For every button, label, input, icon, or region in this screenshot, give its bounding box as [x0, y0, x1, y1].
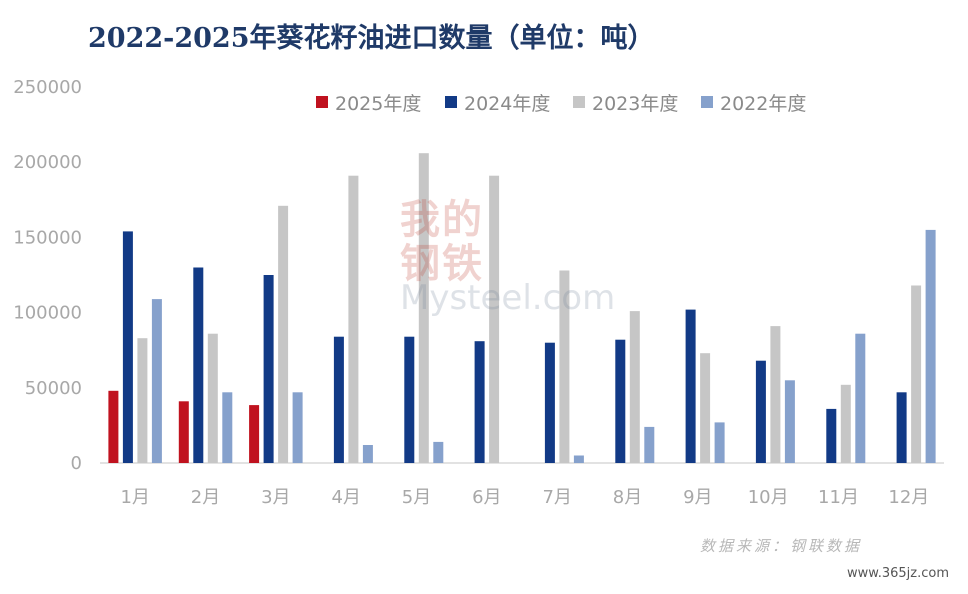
- x-tick-label: 7月: [542, 487, 571, 508]
- bar-2022年度-12月: [925, 229, 936, 463]
- x-tick-label: 5月: [402, 487, 431, 508]
- bar-2022年度-4月: [362, 445, 373, 463]
- chart-title: 2022-2025年葵花籽油进口数量（单位：吨）: [88, 23, 655, 54]
- bar-2023年度-9月: [700, 353, 711, 463]
- bar-2023年度-3月: [278, 205, 289, 464]
- legend-swatch: [701, 96, 713, 108]
- legend-swatch: [573, 96, 585, 108]
- legend-label: 2022年度: [720, 93, 806, 115]
- x-axis: 1月 2月 3月 4月 5月 6月 7月 8月 9月 10月 11月 12月: [120, 487, 929, 508]
- bar-2022年度-3月: [292, 392, 303, 463]
- bar-2023年度-2月: [207, 333, 218, 463]
- y-tick-label: 50000: [25, 378, 82, 399]
- bar-2023年度-8月: [629, 311, 640, 463]
- x-tick-label: 8月: [613, 487, 642, 508]
- bar-2024年度-9月: [685, 309, 696, 463]
- bar-2024年度-7月: [544, 342, 555, 463]
- bar-2022年度-1月: [151, 299, 162, 463]
- bar-2022年度-9月: [714, 422, 725, 463]
- legend-swatch: [445, 96, 457, 108]
- bar-2025年度-3月: [249, 405, 260, 463]
- bar-2022年度-5月: [433, 441, 444, 463]
- y-tick-label: 200000: [13, 152, 82, 173]
- bars-group: [108, 153, 936, 464]
- y-tick-label: 250000: [13, 77, 82, 98]
- x-tick-label: 10月: [748, 487, 789, 508]
- bar-2023年度-5月: [418, 153, 429, 463]
- bar-2024年度-11月: [826, 408, 837, 463]
- bar-2024年度-10月: [755, 360, 766, 463]
- bar-2023年度-10月: [770, 326, 781, 463]
- bar-2024年度-1月: [122, 231, 133, 463]
- bar-2022年度-7月: [573, 455, 584, 463]
- bar-2024年度-2月: [193, 267, 204, 463]
- bar-2022年度-2月: [222, 392, 233, 463]
- bar-2024年度-3月: [263, 275, 274, 463]
- y-tick-label: 100000: [13, 303, 82, 324]
- legend-label: 2025年度: [335, 93, 421, 115]
- bar-2023年度-7月: [559, 270, 570, 463]
- bar-2024年度-8月: [615, 339, 626, 463]
- bar-2022年度-10月: [784, 380, 795, 463]
- legend-label: 2024年度: [464, 93, 550, 115]
- bar-2023年度-4月: [348, 175, 359, 463]
- legend-swatch: [316, 96, 328, 108]
- bar-2025年度-2月: [178, 401, 189, 463]
- legend: 2025年度 2024年度 2023年度 2022年度: [316, 93, 806, 115]
- bar-2024年度-5月: [404, 336, 415, 463]
- x-tick-label: 4月: [331, 487, 360, 508]
- bar-2024年度-12月: [896, 392, 907, 463]
- x-tick-label: 2月: [191, 487, 220, 508]
- x-tick-label: 9月: [683, 487, 712, 508]
- legend-label: 2023年度: [592, 93, 678, 115]
- bar-2023年度-6月: [489, 175, 500, 463]
- x-tick-label: 11月: [818, 487, 859, 508]
- bar-2024年度-6月: [474, 341, 485, 463]
- bar-2023年度-1月: [137, 338, 148, 463]
- x-tick-label: 1月: [120, 487, 149, 508]
- x-tick-label: 3月: [261, 487, 290, 508]
- y-tick-label: 0: [71, 453, 82, 474]
- x-tick-label: 6月: [472, 487, 501, 508]
- bar-2022年度-8月: [644, 426, 655, 463]
- bar-2025年度-1月: [108, 390, 119, 463]
- bar-2023年度-12月: [911, 285, 922, 463]
- bar-2024年度-4月: [333, 336, 344, 463]
- x-tick-label: 12月: [888, 487, 929, 508]
- y-axis: 250000 200000 150000 100000 50000 0: [13, 77, 82, 474]
- y-tick-label: 150000: [13, 227, 82, 248]
- bar-2023年度-11月: [840, 384, 851, 463]
- site-url: www.365jz.com: [847, 566, 949, 581]
- bar-2022年度-11月: [855, 333, 866, 463]
- source-note: 数据来源：钢联数据: [700, 537, 863, 555]
